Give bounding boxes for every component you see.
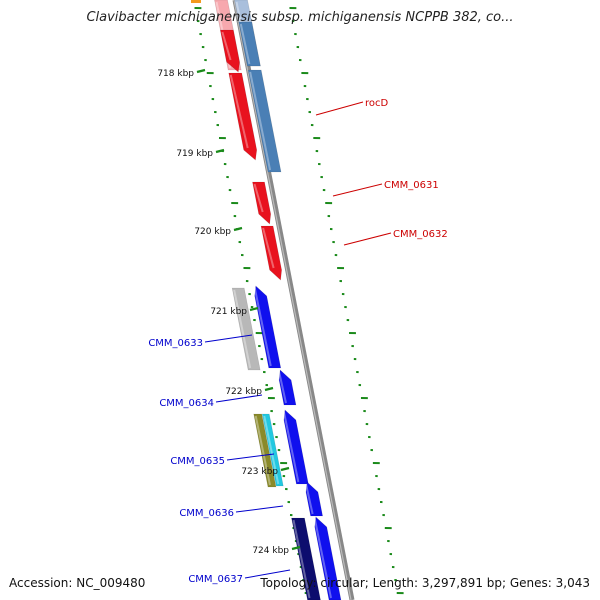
kbp-tick: [291, 545, 301, 551]
label-leader: [332, 183, 383, 197]
gene-arrow-shine: [305, 483, 314, 515]
gene-arrow-shine: [221, 31, 232, 61]
gene-label: CMM_0637: [188, 574, 243, 585]
kbp-label: 723 kbp: [241, 467, 278, 477]
gene-label: CMM_0633: [148, 338, 203, 349]
gene-arrow: [252, 181, 272, 225]
kbp-tick: [233, 226, 243, 232]
gene-arrow: [253, 413, 277, 488]
gene-arrow-shine: [249, 71, 272, 171]
accession-text: Accession: NC_009480: [9, 576, 146, 590]
kbp-label: 719 kbp: [176, 149, 213, 159]
gene-arrow-shine: [282, 411, 300, 483]
gene-arrow: [291, 517, 321, 600]
label-leader: [315, 101, 364, 116]
kbp-tick: [280, 466, 290, 472]
kbp-tick: [264, 386, 274, 392]
kbp-label: 718 kbp: [157, 69, 194, 79]
gene-arrow-shine: [262, 227, 275, 269]
gene-arrow-shine: [233, 289, 252, 369]
gene-labels: rocD CMM_0631 CMM_0632 CMM_0633 CMM_0634 CMM_…: [148, 98, 447, 585]
genome-summary-text: Topology: circular; Length: 3,297,891 bp…: [260, 576, 590, 590]
kbp-label: 722 kbp: [225, 387, 262, 397]
gene-arrow: [238, 21, 261, 67]
kbp-tick: [196, 68, 206, 74]
kbp-ruler: 718 kbp 719 kbp 720 kbp 721 kbp 722 kbp 723 k…: [157, 68, 301, 556]
gene-label: CMM_0635: [170, 456, 225, 467]
gene-arrow: [261, 413, 284, 487]
gene-arrow: [278, 369, 297, 406]
backbone-highlight: [233, 0, 352, 600]
kbp-label: 724 kbp: [252, 546, 289, 556]
gene-arrow: [305, 481, 323, 517]
gene-arrow: [260, 225, 282, 281]
gene-arrow-shine: [263, 415, 280, 485]
gene-arrow-shine: [292, 519, 311, 599]
gene-arrow: [231, 287, 261, 371]
gene-arrow-shine: [239, 23, 251, 65]
gene-features: [191, 0, 342, 600]
label-leader: [204, 334, 253, 343]
gene-arrow: [254, 285, 282, 369]
gene-arrow: [219, 29, 240, 73]
orange-marker: [191, 0, 201, 3]
gene-arrow: [314, 516, 342, 600]
gene-arrow-shine: [229, 74, 249, 149]
kbp-tick: [215, 148, 225, 154]
gene-label: CMM_0634: [159, 398, 214, 409]
gene-arrow-shine: [253, 183, 264, 213]
gene-arrow-shine: [254, 415, 271, 486]
gene-arrow-shine: [313, 518, 332, 599]
gene-arrow: [228, 72, 258, 161]
gene-arrow: [283, 409, 309, 485]
gene-label: CMM_0632: [393, 229, 448, 240]
map-title: Clavibacter michiganensis subsp. michiga…: [86, 10, 514, 25]
gene-label: CMM_0631: [384, 180, 439, 191]
kbp-tick: [249, 306, 259, 312]
kbp-label: 721 kbp: [210, 307, 247, 317]
gene-arrow-shine: [278, 371, 287, 404]
gene-label: CMM_0636: [179, 508, 234, 519]
gc-skew-track: [194, 7, 404, 595]
kbp-label: 720 kbp: [194, 227, 231, 237]
label-leader: [226, 453, 275, 461]
label-leader: [215, 394, 263, 403]
gene-label: rocD: [365, 98, 389, 109]
label-leader: [235, 505, 284, 513]
label-leader: [343, 232, 392, 246]
gene-arrow: [247, 69, 282, 173]
label-leader: [244, 569, 291, 579]
gene-arrow-shine: [253, 287, 272, 367]
label-leader-lines: [204, 101, 392, 579]
